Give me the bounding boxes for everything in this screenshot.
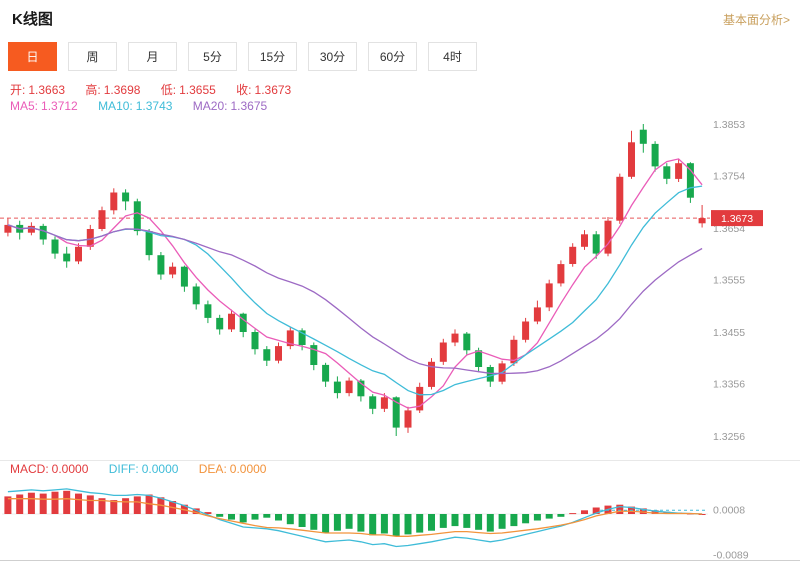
price-axis-label: 1.3356 <box>713 379 745 391</box>
tab-daily[interactable]: 日 <box>8 42 57 71</box>
diff-value: 0.0000 <box>141 462 179 476</box>
price-axis-label: 1.3754 <box>713 171 745 183</box>
current-price-badge <box>711 210 763 227</box>
macd-diff-line <box>7 488 703 548</box>
dea-value: 0.0000 <box>229 462 267 476</box>
tab-weekly[interactable]: 周 <box>68 42 117 71</box>
candlesticks <box>4 124 706 436</box>
page-title: K线图 <box>12 11 53 28</box>
low-label: 低: <box>160 83 177 97</box>
high-value: 1.3698 <box>103 83 141 97</box>
dea-label: DEA: <box>198 462 227 476</box>
tab-30min[interactable]: 30分 <box>308 42 357 71</box>
ma5-value: 1.3712 <box>41 99 78 113</box>
ohlc-readout: 开: 1.3663 高: 1.3698 低: 1.3655 收: 1.3673 <box>10 81 308 98</box>
current-price-value: 1.3673 <box>721 213 753 225</box>
macd-label: MACD: <box>10 462 49 476</box>
tab-4hour[interactable]: 4时 <box>428 42 477 71</box>
fundamental-analysis-link[interactable]: 基本面分析> <box>722 13 790 27</box>
ma-readout: MA5: 1.3712 MA10: 1.3743 MA20: 1.3675 <box>10 99 284 113</box>
ma20-value: 1.3675 <box>230 99 268 113</box>
close-value: 1.3673 <box>254 83 292 97</box>
open-value: 1.3663 <box>28 83 66 97</box>
open-label: 开: <box>10 83 26 97</box>
macd-axis-label: -0.0089 <box>713 549 749 561</box>
low-value: 1.3655 <box>179 83 216 97</box>
price-axis-label: 1.3455 <box>713 327 745 339</box>
ma5-line <box>7 158 703 409</box>
macd-axis-label: 0.0008 <box>713 504 745 516</box>
tab-60min[interactable]: 60分 <box>368 42 417 71</box>
tab-5min[interactable]: 5分 <box>188 42 237 71</box>
price-axis-label: 1.3853 <box>713 119 745 131</box>
ma10-value: 1.3743 <box>135 99 173 113</box>
tab-monthly[interactable]: 月 <box>128 42 177 71</box>
ma5-label: MA5: <box>10 99 39 113</box>
macd-readout: MACD: 0.0000 DIFF: 0.0000 DEA: 0.0000 <box>10 462 283 476</box>
macd-value: 0.0000 <box>51 462 89 476</box>
ma20-line <box>7 224 703 375</box>
ma20-label: MA20: <box>192 99 228 113</box>
ma10-label: MA10: <box>98 99 133 113</box>
price-axis-label: 1.3555 <box>713 275 745 287</box>
close-label: 收: <box>236 83 252 97</box>
timeframe-tabs: 日 周 月 5分 15分 30分 60分 4时 <box>8 42 477 71</box>
tab-15min[interactable]: 15分 <box>248 42 297 71</box>
ma10-line <box>7 185 703 396</box>
high-label: 高: <box>85 83 101 97</box>
price-axis-label: 1.3256 <box>713 431 745 443</box>
macd-dea-line <box>7 498 703 537</box>
diff-label: DIFF: <box>108 462 139 476</box>
